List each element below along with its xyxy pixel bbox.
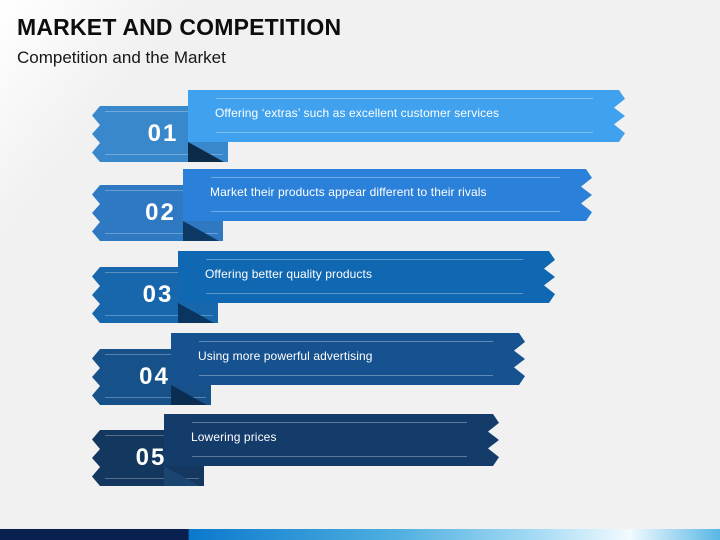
step-number: 01 — [147, 120, 179, 147]
ribbon-text: Using more powerful advertising — [198, 349, 373, 363]
step-number: 02 — [145, 199, 176, 226]
page-title: MARKET AND COMPETITION — [17, 14, 342, 40]
text-ribbon: Using more powerful advertising — [171, 333, 525, 385]
ribbon-text: Market their products appear different t… — [210, 185, 487, 199]
ribbon-text: Lowering prices — [191, 430, 277, 444]
step-number: 05 — [135, 444, 167, 471]
text-ribbon: Market their products appear different t… — [183, 169, 592, 221]
page-subtitle: Competition and the Market — [17, 48, 226, 67]
text-ribbon: Offering better quality products — [178, 251, 555, 303]
text-ribbon: Lowering prices — [164, 414, 499, 466]
text-ribbon: Offering ‘extras’ such as excellent cust… — [188, 90, 625, 142]
ribbon-text: Offering better quality products — [205, 267, 373, 281]
step-number: 04 — [139, 363, 170, 390]
ribbon-text: Offering ‘extras’ such as excellent cust… — [215, 106, 500, 120]
step-number: 03 — [142, 281, 174, 308]
footer-accent-bar — [0, 529, 720, 540]
